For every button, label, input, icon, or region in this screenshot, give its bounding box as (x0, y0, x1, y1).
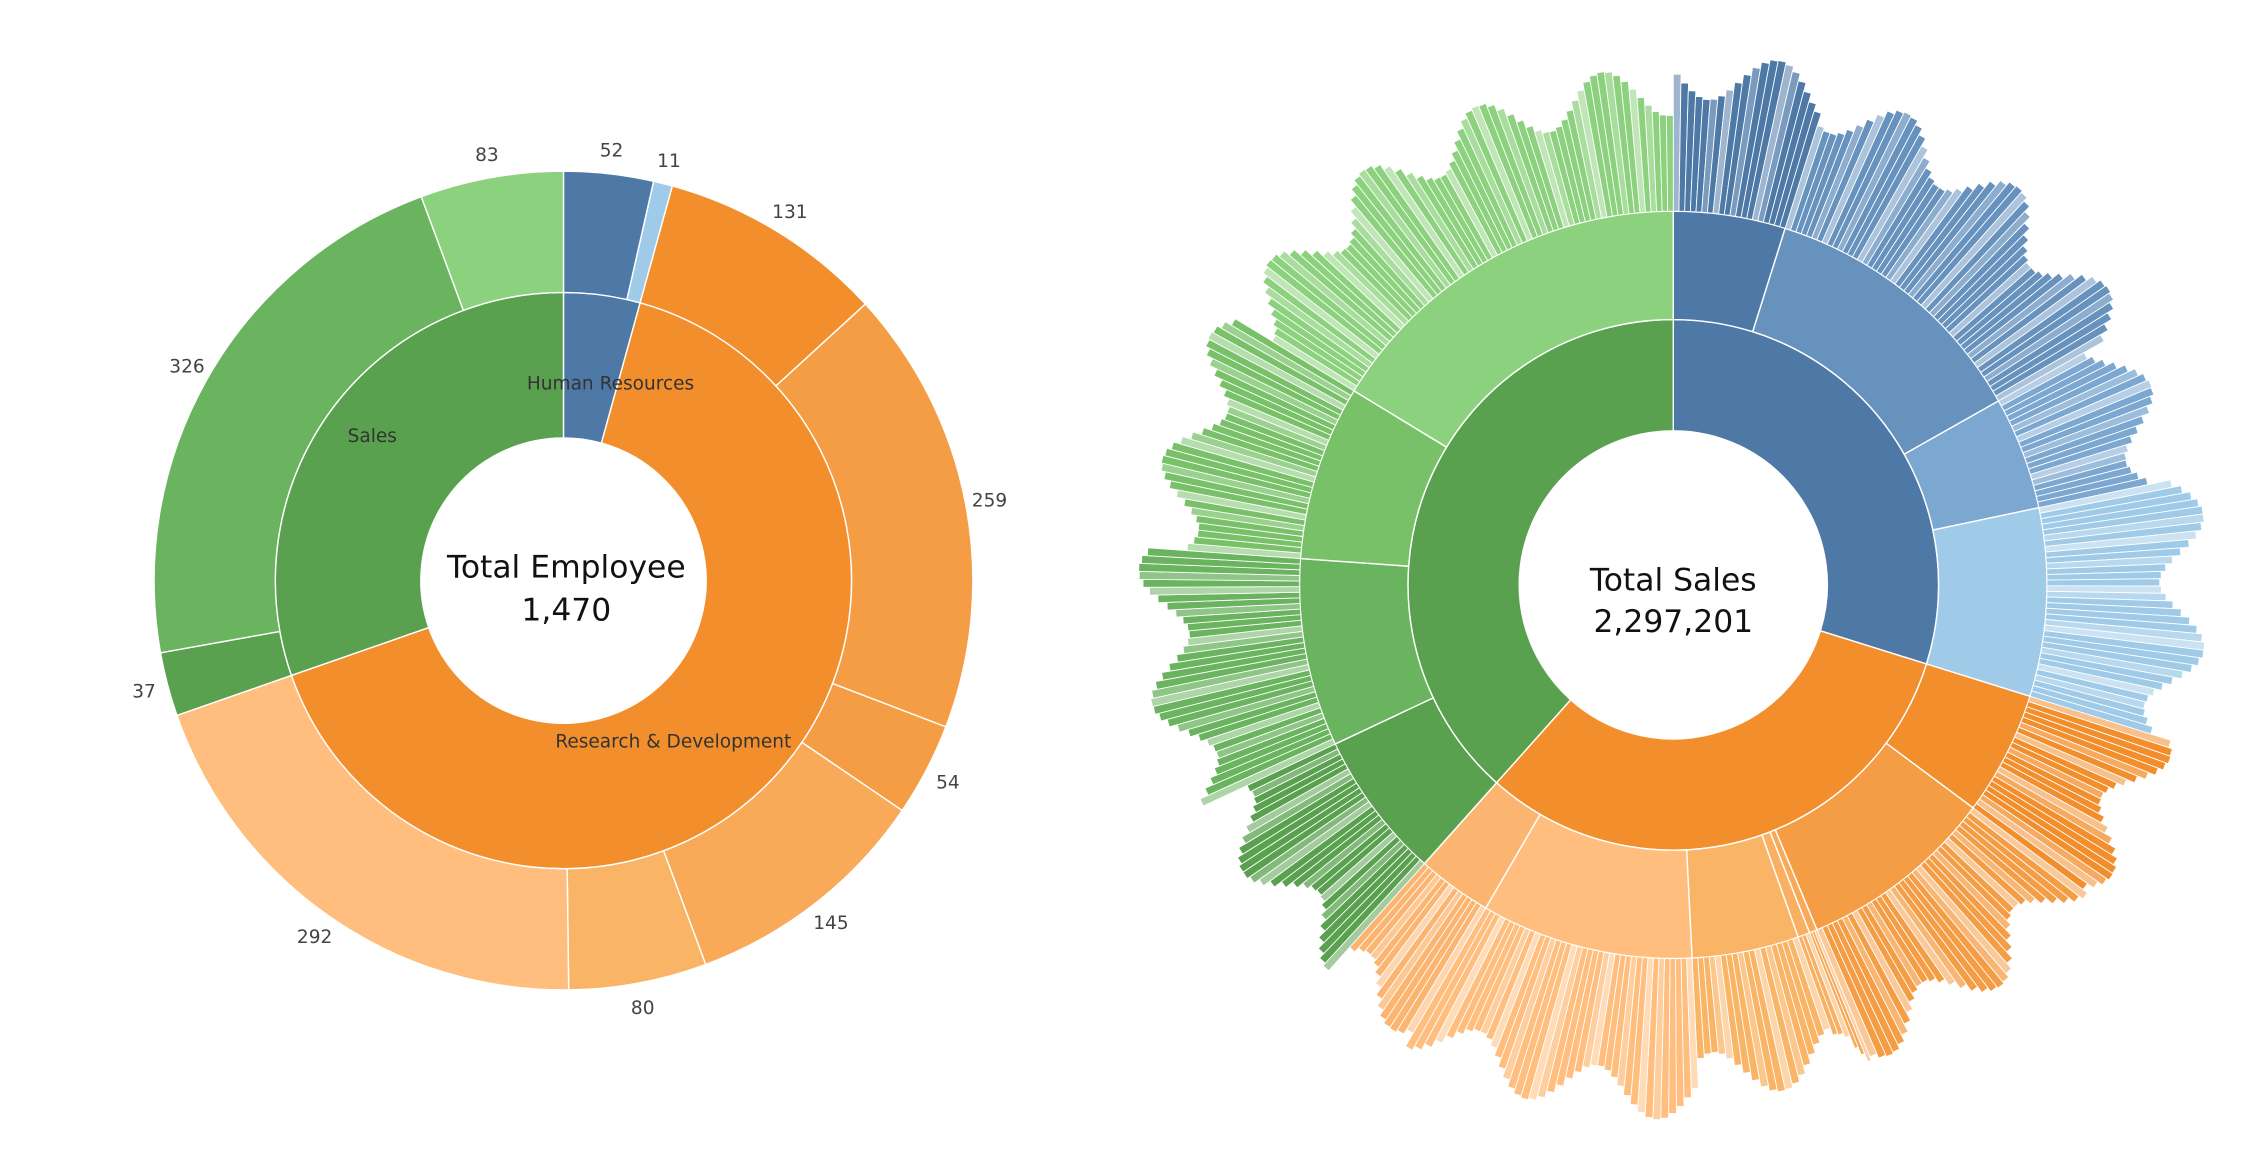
outer-slice (2046, 578, 2161, 587)
outer-slice-label: 292 (297, 927, 332, 948)
center-value-employee: 1,470 (521, 593, 611, 629)
outer-slice-label: 54 (936, 772, 960, 793)
outer-slice-label: 131 (772, 202, 807, 223)
outer-slice-label: 11 (657, 151, 681, 172)
outer-slice-label: 145 (813, 913, 848, 934)
outer-slice-label: 37 (132, 682, 156, 703)
outer-slice (175, 674, 570, 991)
outer-slice (1665, 114, 1674, 212)
sales-sunburst-chart: Total Sales 2,297,201 (1138, 59, 2206, 1121)
outer-slice-label: 326 (169, 356, 204, 377)
department-label: Research & Development (555, 731, 791, 752)
center-title-sales: Total Sales (1589, 563, 1757, 599)
department-label: Sales (348, 426, 397, 447)
outer-slice-label: 80 (631, 998, 655, 1019)
outer-slice-label: 259 (972, 491, 1007, 512)
outer-slice-label: 52 (600, 141, 624, 162)
employee-sunburst-chart: 52 11 131 259 54 145 80 292 37 326 83 Human Resourc… (132, 141, 1007, 1019)
center-value-sales: 2,297,201 (1593, 604, 1753, 640)
outer-slice (420, 170, 565, 312)
outer-slice-label: 83 (475, 145, 499, 166)
outer-slice (153, 195, 465, 654)
department-label: Human Resources (527, 373, 694, 394)
center-title-employee: Total Employee (446, 550, 686, 586)
middle-slice (1925, 506, 2048, 698)
